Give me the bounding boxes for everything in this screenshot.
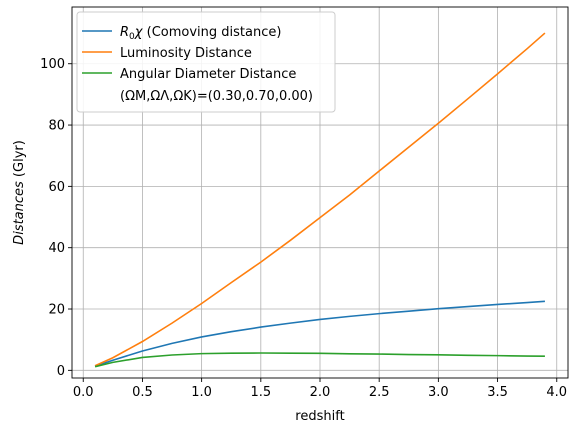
series-lines [94,32,546,368]
grid [72,7,568,378]
y-axis-label: Distances (Glyr) [12,140,27,245]
x-tick-label: 4.0 [546,385,567,400]
y-axis-label-unit: (Glyr) [12,140,27,177]
y-axis-ticks: 0 20 40 60 80 100 [40,57,72,379]
legend-label-comoving: R0χ (Comoving distance) [120,25,281,42]
x-axis-ticks: 0.0 0.5 1.0 1.5 2.0 2.5 3.0 3.5 4.0 [73,378,567,400]
x-tick-label: 2.5 [369,385,390,400]
legend-box [76,11,336,113]
luminosity-distance-line [94,32,546,367]
legend-label-angular: Angular Diameter Distance [120,67,296,82]
y-tick-label: 100 [40,57,65,72]
y-tick-label: 40 [48,241,65,256]
x-tick-label: 1.5 [250,385,271,400]
legend-label-luminosity: Luminosity Distance [120,46,252,61]
y-tick-label: 20 [48,303,65,318]
y-tick-label: 60 [48,180,65,195]
y-tick-label: 80 [48,119,65,134]
legend-parameters: (ΩM,ΩΛ,ΩK)=(0.30,0.70,0.00) [120,89,313,104]
x-axis-label: redshift [295,409,344,424]
angular-diameter-distance-line [94,352,545,368]
x-tick-label: 3.5 [487,385,508,400]
comoving-distance-line [94,300,545,367]
y-axis-label-main: Distances [12,181,27,245]
legend: R0χ (Comoving distance) Luminosity Dista… [76,11,336,113]
y-tick-label: 0 [57,364,65,379]
x-tick-label: 0.0 [73,385,94,400]
x-tick-label: 3.0 [428,385,449,400]
x-tick-label: 1.0 [191,385,212,400]
x-tick-label: 0.5 [132,385,153,400]
x-tick-label: 2.0 [310,385,331,400]
